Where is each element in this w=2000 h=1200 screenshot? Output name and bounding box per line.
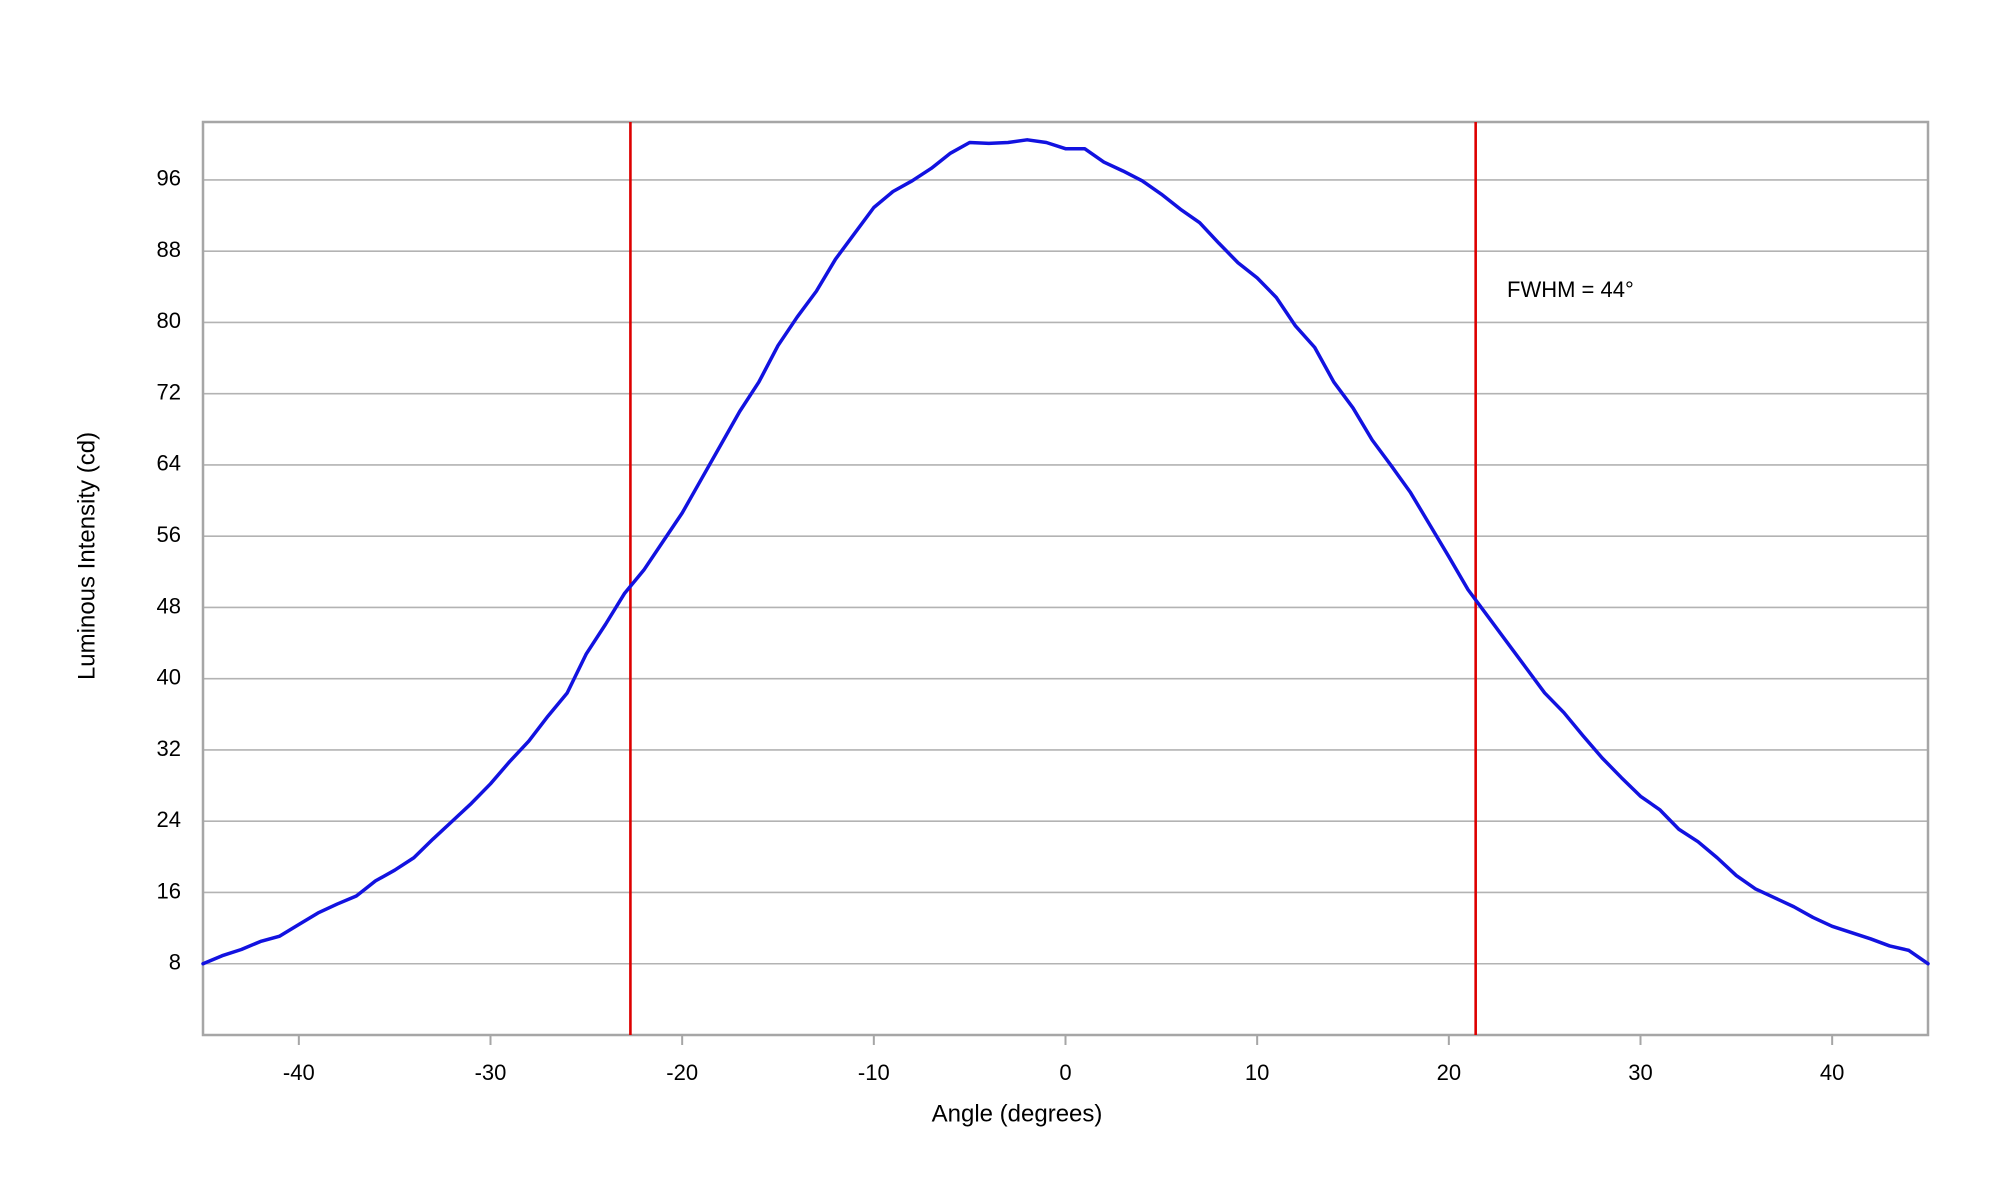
x-tick-label: 40 — [1820, 1060, 1844, 1085]
data-line — [201, 138, 1930, 966]
y-axis-label: Luminous Intensity (cd) — [73, 432, 100, 680]
y-tick-label: 24 — [157, 807, 181, 832]
y-tick-label: 72 — [157, 379, 181, 404]
x-tick-label: 20 — [1437, 1060, 1461, 1085]
x-tick-label: -30 — [475, 1060, 507, 1085]
x-axis-label: Angle (degrees) — [932, 1100, 1103, 1127]
x-tick-label: 0 — [1059, 1060, 1071, 1085]
y-tick-label: 80 — [157, 308, 181, 333]
y-tick-label: 64 — [157, 451, 181, 476]
y-tick-label: 32 — [157, 736, 181, 761]
y-tick-label: 88 — [157, 237, 181, 262]
x-tick-label: 10 — [1245, 1060, 1269, 1085]
x-tick-label: 30 — [1628, 1060, 1652, 1085]
plot-frame — [201, 120, 1930, 1037]
x-tick-label: -40 — [283, 1060, 315, 1085]
x-tick-label: -10 — [858, 1060, 890, 1085]
y-tick-label: 40 — [157, 665, 181, 690]
annotation: FWHM = 44° — [1507, 277, 1634, 302]
y-tick-label: 56 — [157, 522, 181, 547]
y-tick-label: 8 — [169, 950, 181, 975]
y-tick-label: 48 — [157, 593, 181, 618]
x-tick-label: -20 — [666, 1060, 698, 1085]
y-tick-label: 16 — [157, 878, 181, 903]
y-tick-label: 96 — [157, 166, 181, 191]
